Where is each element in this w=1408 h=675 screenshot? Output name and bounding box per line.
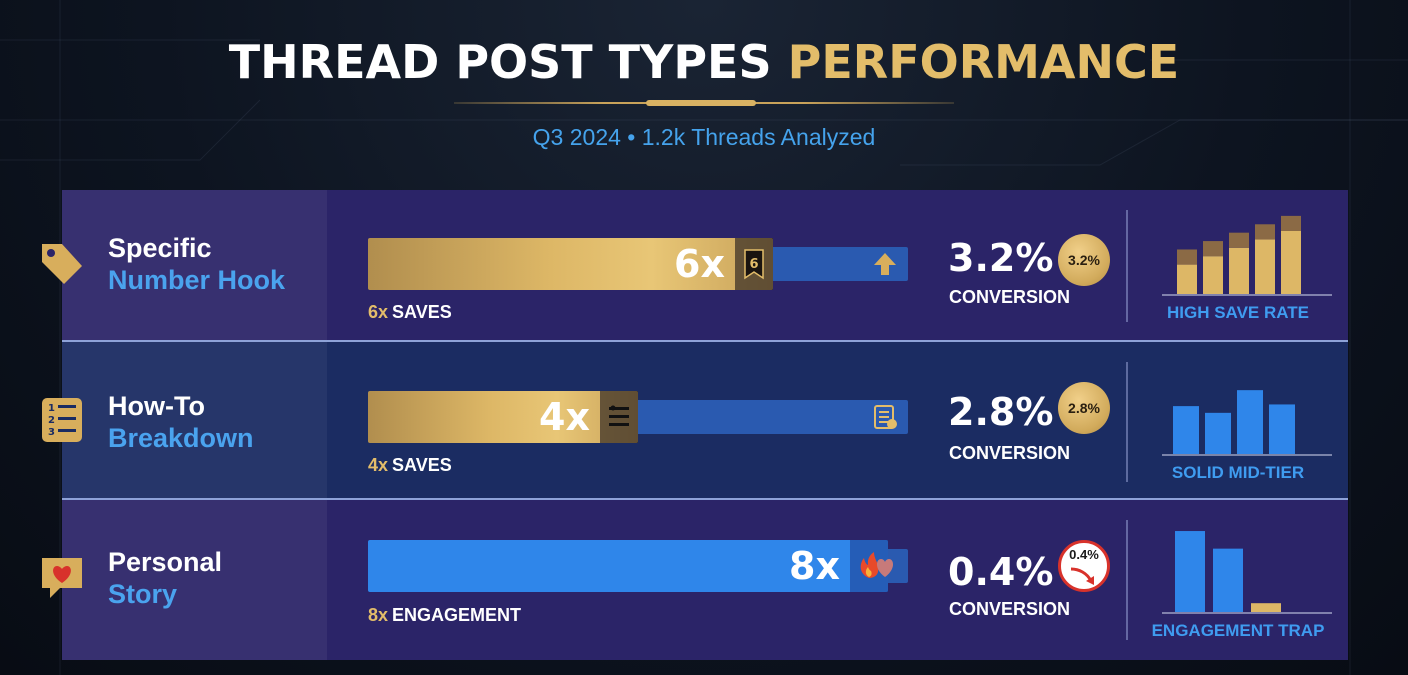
- column-divider: [1126, 520, 1128, 640]
- column-divider: [1126, 362, 1128, 482]
- metric-name: SAVES: [392, 455, 452, 475]
- conversion-label: CONVERSION: [949, 443, 1071, 463]
- mini-chart: [1162, 390, 1332, 456]
- header: THREAD POST TYPES PERFORMANCE Q3 2024 • …: [0, 0, 1408, 185]
- row-label-column: [62, 500, 327, 660]
- conversion-coin: 2.8%: [1058, 382, 1110, 434]
- multiplier-bar: [368, 391, 638, 443]
- metric-name: SAVES: [392, 302, 452, 322]
- metric-label: 4x SAVES: [368, 454, 452, 476]
- multiplier-bar: [368, 238, 773, 290]
- metric-multiplier: 8x: [368, 605, 389, 625]
- mini-chart-bar: [1229, 247, 1249, 294]
- mini-chart-baseline: [1162, 612, 1332, 614]
- mini-chart-bar-cap: [1229, 232, 1249, 248]
- multiplier-bar: [368, 540, 888, 592]
- conversion-coin: 0.4%: [1058, 540, 1110, 592]
- multiplier-value: 6x: [674, 242, 725, 286]
- mini-chart-bar: [1269, 404, 1295, 454]
- mini-chart-bar: [1175, 531, 1205, 612]
- post-type-row: Specific Number Hook 6 6x 6x SAVES 3.2% CONVERS…: [42, 190, 1348, 340]
- svg-text:1: 1: [48, 403, 55, 414]
- performance-tag: SOLID MID-TIER: [1171, 463, 1305, 482]
- metric-multiplier: 4x: [368, 455, 389, 475]
- conversion-label: CONVERSION: [949, 287, 1071, 307]
- conversion-label: CONVERSION: [949, 599, 1071, 619]
- post-type-name-line-1: Specific: [108, 233, 212, 263]
- mini-chart-bar: [1173, 406, 1199, 454]
- mini-chart-bar: [1205, 412, 1231, 454]
- svg-text:3: 3: [48, 427, 55, 438]
- post-type-name: How-To Breakdown: [108, 390, 254, 454]
- post-type-name-line-2: Story: [108, 579, 178, 609]
- metric-name: ENGAGEMENT: [392, 605, 522, 625]
- performance-panel: Specific Number Hook 6 6x 6x SAVES 3.2% CONVERS…: [42, 190, 1348, 660]
- mini-chart-bar: [1177, 264, 1197, 294]
- mini-chart-bar: [1237, 390, 1263, 454]
- title-rule-accent: [646, 100, 756, 106]
- price-tag-icon: [36, 236, 88, 288]
- mini-chart-baseline: [1162, 454, 1332, 456]
- checklist-icon: [872, 404, 898, 430]
- page-title: THREAD POST TYPES PERFORMANCE: [0, 34, 1408, 90]
- mini-chart-bar: [1281, 231, 1301, 294]
- conversion-value: 0.4%: [948, 550, 1054, 594]
- conversion-value: 2.8%: [948, 390, 1054, 434]
- post-type-row: 1 2 3 How-To Breakdown 4x 4x SAVES 2.8% CONVERSIO…: [42, 340, 1348, 500]
- heart-icon: [872, 553, 898, 579]
- svg-text:2: 2: [48, 415, 55, 426]
- post-type-name: Personal Story: [108, 546, 222, 610]
- mini-chart-bar-cap: [1203, 241, 1223, 257]
- performance-tag: HIGH SAVE RATE: [1167, 303, 1309, 322]
- multiplier-value: 4x: [539, 395, 590, 439]
- mini-chart-bar: [1255, 239, 1275, 294]
- conversion-coin: 3.2%: [1058, 234, 1110, 286]
- row-label-column: [62, 190, 327, 340]
- post-type-name-line-2: Breakdown: [108, 423, 254, 453]
- row-label-column: [62, 342, 327, 498]
- bar-end-badge: [850, 540, 888, 592]
- bar-end-badge: [600, 391, 638, 443]
- mini-chart-bar: [1213, 548, 1243, 612]
- mini-chart-bar: [1251, 603, 1281, 612]
- post-type-name: Specific Number Hook: [108, 232, 285, 296]
- mini-chart: [1162, 531, 1332, 614]
- mini-chart-bar-cap: [1281, 215, 1301, 231]
- title-part-1: THREAD POST TYPES: [228, 35, 772, 89]
- heart-bubble-icon: [36, 550, 88, 602]
- multiplier-value: 8x: [789, 544, 840, 588]
- arrow-up-icon: [872, 251, 898, 277]
- mini-chart-bar-cap: [1177, 249, 1197, 265]
- post-type-name-line-1: How-To: [108, 391, 205, 421]
- performance-tag: ENGAGEMENT TRAP: [1151, 621, 1325, 640]
- mini-chart-baseline: [1162, 294, 1332, 296]
- conversion-coin-text: 0.4%: [1069, 547, 1099, 562]
- bar-end-badge: 6: [735, 238, 773, 290]
- conversion-coin-text: 2.8%: [1068, 400, 1100, 416]
- post-type-row: Personal Story 8x 8x ENGAGEMENT 0.4% CONVERSIO…: [42, 500, 1348, 660]
- trend-down-arrow-icon: [1070, 567, 1094, 585]
- post-type-name-line-2: Number Hook: [108, 265, 286, 295]
- svg-text:6: 6: [749, 257, 758, 272]
- title-part-2: PERFORMANCE: [787, 35, 1180, 89]
- page-subtitle: Q3 2024 • 1.2k Threads Analyzed: [532, 124, 876, 150]
- mini-chart: [1162, 215, 1332, 296]
- post-type-name-line-1: Personal: [108, 547, 223, 577]
- mini-chart-bar-cap: [1255, 224, 1275, 240]
- metric-multiplier: 6x: [368, 302, 389, 322]
- conversion-coin-text: 3.2%: [1068, 252, 1100, 268]
- column-divider: [1126, 210, 1128, 322]
- metric-label: 8x ENGAGEMENT: [368, 604, 521, 626]
- metric-label: 6x SAVES: [368, 301, 452, 323]
- conversion-value: 3.2%: [948, 236, 1054, 280]
- mini-chart-bar: [1203, 256, 1223, 294]
